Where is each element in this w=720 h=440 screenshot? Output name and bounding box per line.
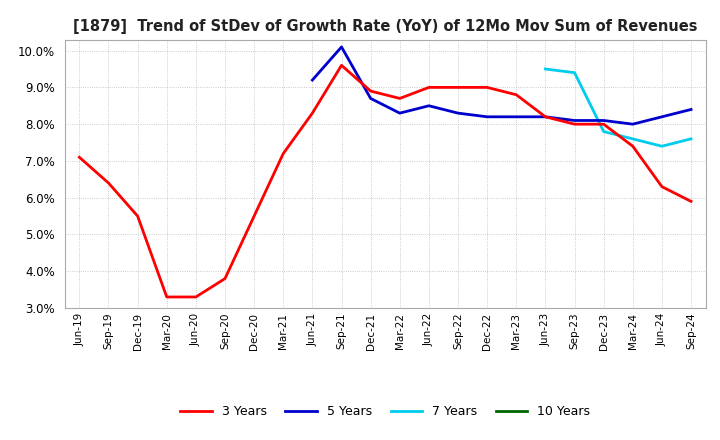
3 Years (75, 154, 84, 160)
5 Years (366, 96, 375, 101)
7 Years (687, 136, 696, 142)
3 Years (308, 110, 317, 116)
5 Years (308, 77, 317, 83)
5 Years (541, 114, 550, 119)
7 Years (629, 136, 637, 142)
5 Years (483, 114, 492, 119)
5 Years (629, 121, 637, 127)
5 Years (425, 103, 433, 108)
7 Years (599, 129, 608, 134)
Line: 3 Years: 3 Years (79, 65, 691, 297)
7 Years (657, 143, 666, 149)
5 Years (570, 118, 579, 123)
Line: 5 Years: 5 Years (312, 47, 691, 124)
3 Years (425, 85, 433, 90)
5 Years (657, 114, 666, 119)
Title: [1879]  Trend of StDev of Growth Rate (YoY) of 12Mo Mov Sum of Revenues: [1879] Trend of StDev of Growth Rate (Yo… (73, 19, 698, 34)
3 Years (483, 85, 492, 90)
3 Years (512, 92, 521, 97)
Legend: 3 Years, 5 Years, 7 Years, 10 Years: 3 Years, 5 Years, 7 Years, 10 Years (176, 400, 595, 423)
5 Years (512, 114, 521, 119)
Line: 7 Years: 7 Years (546, 69, 691, 146)
5 Years (599, 118, 608, 123)
3 Years (454, 85, 462, 90)
3 Years (687, 199, 696, 204)
5 Years (337, 44, 346, 50)
3 Years (337, 62, 346, 68)
5 Years (687, 107, 696, 112)
3 Years (599, 121, 608, 127)
5 Years (454, 110, 462, 116)
3 Years (657, 184, 666, 189)
3 Years (220, 276, 229, 281)
5 Years (395, 110, 404, 116)
3 Years (279, 151, 287, 156)
3 Years (250, 213, 258, 219)
7 Years (570, 70, 579, 75)
3 Years (192, 294, 200, 300)
3 Years (366, 88, 375, 94)
3 Years (163, 294, 171, 300)
3 Years (395, 96, 404, 101)
3 Years (104, 180, 113, 186)
3 Years (629, 143, 637, 149)
3 Years (541, 114, 550, 119)
3 Years (133, 213, 142, 219)
7 Years (541, 66, 550, 72)
3 Years (570, 121, 579, 127)
